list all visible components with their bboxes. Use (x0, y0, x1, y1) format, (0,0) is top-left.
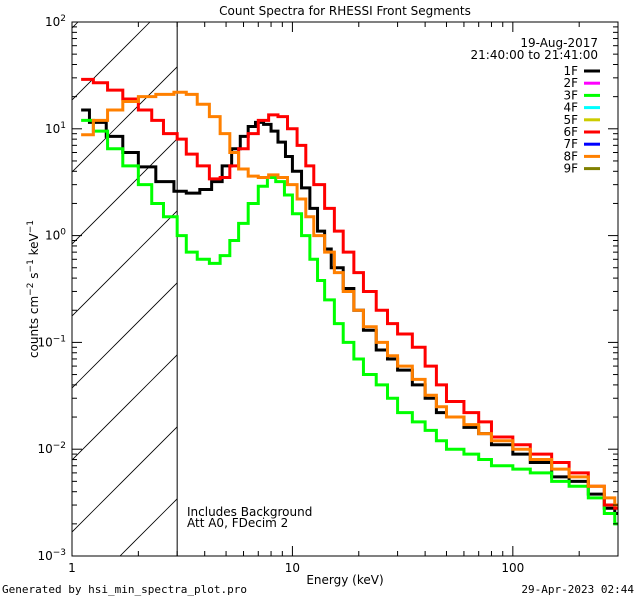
series-8F (81, 90, 618, 507)
hatch-line (0, 22, 6, 556)
annotation-attenuator: Att A0, FDecim 2 (187, 516, 288, 530)
annotation-background: Includes Background (187, 505, 312, 519)
hatch-line (72, 210, 178, 317)
plot-frame (71, 21, 619, 557)
y-tick-label: 10−2 (37, 441, 66, 456)
svg-text:counts cm−2 s−1 keV−1: counts cm−2 s−1 keV−1 (26, 220, 41, 358)
timestamp-text: 29-Apr-2023 02:44 (521, 583, 634, 596)
hatch-line (72, 426, 178, 533)
legend-time-range: 21:40:00 to 21:41:00 (471, 48, 598, 62)
y-tick-label: 101 (45, 121, 66, 136)
chart-title: Count Spectra for RHESSI Front Segments (219, 4, 471, 18)
hatch-line (72, 138, 178, 245)
y-tick-label: 100 (45, 228, 66, 243)
generated-by-text: Generated by hsi_min_spectra_plot.pro (2, 583, 248, 596)
legend-label: 2F (563, 76, 578, 90)
x-tick-label: 10 (285, 561, 300, 575)
hatch-line (72, 22, 79, 29)
x-tick-label: 1 (68, 561, 76, 575)
hatch-line (72, 354, 178, 461)
legend-label: 8F (563, 149, 578, 163)
hatch-line (336, 22, 640, 556)
x-tick-label: 100 (501, 561, 524, 575)
y-tick-label: 102 (45, 14, 66, 29)
hatch-line (72, 66, 178, 173)
legend-label: 5F (563, 113, 578, 127)
legend-date: 19-Aug-2017 (520, 36, 598, 50)
x-axis-label: Energy (keV) (306, 573, 383, 587)
legend-label: 7F (563, 137, 578, 151)
series-6F (81, 77, 618, 510)
legend-label: 9F (563, 162, 578, 176)
y-tick-labels: 102 101 100 10−1 10−2 10−3 (37, 14, 66, 563)
legend-label: 1F (563, 64, 578, 78)
series-3F (81, 118, 618, 526)
legend-label: 6F (563, 125, 578, 139)
hatch-line (408, 22, 640, 556)
y-tick-label: 10−1 (37, 334, 66, 349)
legend-label: 4F (563, 101, 578, 115)
excluded-region-hatch (0, 22, 640, 556)
y-tick-label: 10−3 (37, 548, 66, 563)
series-1F (81, 108, 618, 515)
series-layer (81, 77, 618, 526)
hatch-line (624, 22, 640, 556)
y-axis-label: counts cm−2 s−1 keV−1 (26, 220, 41, 358)
hatch-line (72, 282, 178, 389)
x-tick-labels: 1 10 100 (68, 561, 524, 575)
legend-label: 3F (563, 88, 578, 102)
axis-ticks (71, 21, 619, 557)
